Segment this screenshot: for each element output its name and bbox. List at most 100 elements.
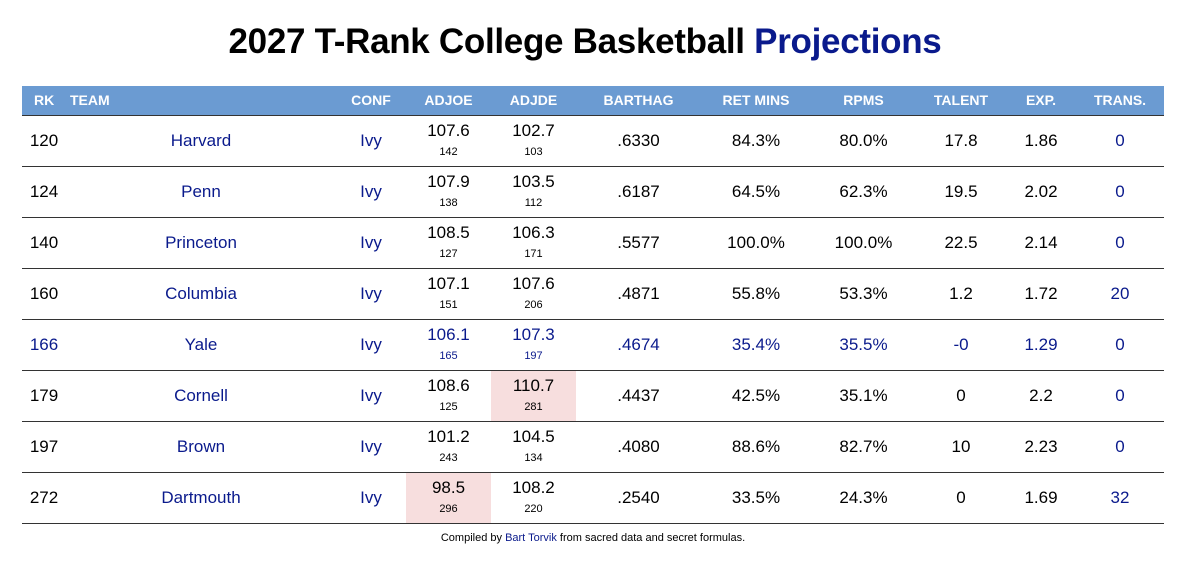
col-header-barthag[interactable]: BARTHAG — [603, 92, 674, 109]
projections-table: RK TEAM CONF ADJOE ADJDE BARTHAG RET MIN… — [22, 86, 1164, 524]
adjde-rank: 206 — [524, 299, 543, 311]
trans-link[interactable]: 0 — [1115, 181, 1125, 201]
trans-link[interactable]: 0 — [1115, 130, 1125, 150]
team-link[interactable]: Brown — [176, 436, 226, 456]
page-title: 2027 T-Rank College Basketball Projectio… — [0, 22, 1170, 62]
table-row: 120 Harvard Ivy 107.6 142 102.7 103 .6330 … — [22, 115, 1164, 166]
team-link[interactable]: Yale — [184, 334, 218, 354]
table-header-row: RK TEAM CONF ADJOE ADJDE BARTHAG RET MIN… — [22, 86, 1164, 115]
conf-link[interactable]: Ivy — [360, 487, 382, 507]
ret-mins-cell: 35.4% — [731, 334, 781, 354]
trans-link[interactable]: 0 — [1115, 436, 1125, 456]
conf-link[interactable]: Ivy — [360, 232, 382, 252]
adjde-rank: 220 — [524, 503, 543, 515]
footer-credit: Compiled by Bart Torvik from sacred data… — [0, 532, 1186, 544]
col-header-conf[interactable]: CONF — [351, 92, 391, 109]
ret-mins-cell: 100.0% — [727, 232, 785, 252]
talent-cell: 10 — [951, 436, 971, 456]
barthag-cell: .5577 — [617, 232, 660, 252]
col-header-trans[interactable]: TRANS. — [1093, 92, 1147, 109]
table-row-highlighted: 166 Yale Ivy 106.1 165 107.3 197 .4674 35.… — [22, 319, 1164, 370]
adjde-value: 107.3 — [512, 325, 555, 344]
adjde-value: 106.3 — [512, 223, 555, 242]
rank-cell: 120 — [29, 130, 59, 150]
talent-cell: 0 — [956, 385, 966, 405]
team-link[interactable]: Cornell — [174, 385, 228, 405]
rank-cell: 140 — [29, 232, 59, 252]
adjoe-cell: 106.1 165 — [406, 319, 491, 370]
ret-mins-cell: 84.3% — [731, 130, 781, 150]
rpms-cell: 100.0% — [834, 232, 893, 252]
rank-cell: 272 — [29, 487, 59, 507]
talent-cell: 19.5 — [944, 181, 978, 201]
col-header-rpms[interactable]: RPMS — [843, 92, 884, 109]
rank-cell: 197 — [29, 436, 59, 456]
barthag-cell: .2540 — [617, 487, 660, 507]
trans-link[interactable]: 0 — [1115, 232, 1125, 252]
team-link[interactable]: Penn — [181, 181, 221, 201]
ret-mins-cell: 64.5% — [731, 181, 781, 201]
adjde-value: 110.7 — [512, 376, 555, 395]
adjde-cell-low-rank: 110.7 281 — [491, 370, 576, 421]
conf-link[interactable]: Ivy — [360, 283, 382, 303]
adjde-rank: 103 — [524, 146, 543, 158]
adjoe-cell-low-rank: 98.5 296 — [406, 472, 491, 523]
exp-cell: 1.72 — [1024, 283, 1058, 303]
rpms-cell: 24.3% — [839, 487, 888, 507]
trans-link[interactable]: 32 — [1110, 487, 1130, 507]
team-link[interactable]: Harvard — [170, 130, 232, 150]
exp-cell: 2.23 — [1024, 436, 1058, 456]
col-header-rk[interactable]: RK — [34, 92, 55, 109]
adjde-rank: 112 — [524, 197, 543, 209]
exp-cell: 1.29 — [1024, 334, 1058, 354]
adjoe-cell: 101.2 243 — [406, 421, 491, 472]
rank-cell: 160 — [29, 283, 59, 303]
col-header-ret-mins[interactable]: RET MINS — [722, 92, 790, 109]
adjde-cell: 103.5 112 — [491, 166, 576, 217]
col-header-adjde[interactable]: ADJDE — [509, 92, 558, 109]
adjoe-value: 107.9 — [427, 172, 470, 191]
adjoe-cell: 108.6 125 — [406, 370, 491, 421]
barthag-cell: .4674 — [617, 334, 660, 354]
col-header-exp[interactable]: EXP. — [1025, 92, 1057, 109]
team-link[interactable]: Columbia — [165, 283, 237, 303]
trans-link[interactable]: 0 — [1115, 334, 1125, 354]
conf-link[interactable]: Ivy — [360, 181, 382, 201]
adjde-rank: 197 — [524, 350, 543, 362]
adjoe-cell: 107.6 142 — [406, 115, 491, 166]
conf-link[interactable]: Ivy — [360, 385, 382, 405]
team-link[interactable]: Princeton — [165, 232, 237, 252]
conf-link[interactable]: Ivy — [360, 130, 382, 150]
rank-cell: 179 — [29, 385, 59, 405]
adjde-rank: 134 — [524, 452, 543, 464]
col-header-adjoe[interactable]: ADJOE — [424, 92, 473, 109]
adjoe-value: 108.6 — [427, 376, 470, 395]
adjoe-value: 108.5 — [427, 223, 470, 242]
trans-link[interactable]: 20 — [1110, 283, 1130, 303]
adjde-cell: 107.3 197 — [491, 319, 576, 370]
table-row: 160 Columbia Ivy 107.1 151 107.6 206 .4871… — [22, 268, 1164, 319]
author-link[interactable]: Bart Torvik — [505, 532, 557, 544]
adjoe-value: 107.1 — [427, 274, 470, 293]
barthag-cell: .4080 — [617, 436, 660, 456]
adjde-cell: 107.6 206 — [491, 268, 576, 319]
exp-cell: 1.69 — [1024, 487, 1058, 507]
rpms-cell: 82.7% — [839, 436, 888, 456]
adjoe-value: 101.2 — [427, 427, 470, 446]
adjde-value: 102.7 — [512, 121, 555, 140]
conf-link[interactable]: Ivy — [360, 334, 382, 354]
trans-link[interactable]: 0 — [1115, 385, 1125, 405]
adjoe-rank: 151 — [439, 299, 458, 311]
table-row: 179 Cornell Ivy 108.6 125 110.7 281 .4437 … — [22, 370, 1164, 421]
talent-cell: 17.8 — [944, 130, 978, 150]
adjde-rank: 171 — [524, 248, 543, 260]
conf-link[interactable]: Ivy — [360, 436, 382, 456]
col-header-team[interactable]: TEAM — [70, 92, 110, 109]
adjde-cell: 106.3 171 — [491, 217, 576, 268]
col-header-talent[interactable]: TALENT — [933, 92, 989, 109]
table-row: 124 Penn Ivy 107.9 138 103.5 112 .6187 64.… — [22, 166, 1164, 217]
rank-cell: 166 — [29, 334, 59, 354]
exp-cell: 2.14 — [1024, 232, 1058, 252]
team-link[interactable]: Dartmouth — [161, 487, 241, 507]
footer-suffix: from sacred data and secret formulas. — [559, 532, 746, 544]
